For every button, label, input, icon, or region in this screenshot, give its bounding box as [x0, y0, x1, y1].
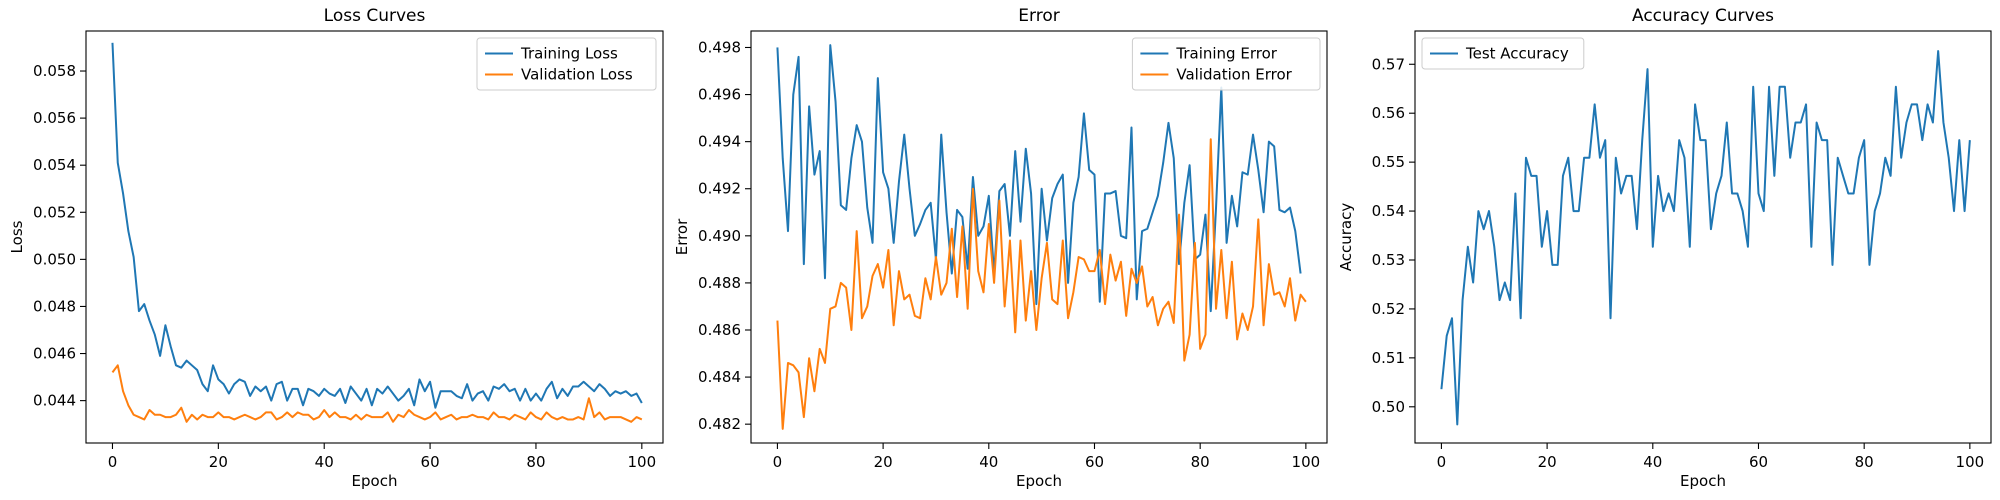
x-tick-label: 40: [1643, 453, 1662, 471]
y-tick-label: 0.498: [698, 38, 741, 56]
x-tick-label: 100: [628, 453, 657, 471]
chart-title: Error: [1018, 6, 1059, 26]
y-tick-label: 0.482: [698, 415, 741, 433]
y-tick-label: 0.052: [33, 203, 76, 221]
legend-label: Validation Loss: [521, 66, 633, 84]
y-tick-label: 0.484: [698, 368, 741, 386]
y-tick-label: 0.55: [1372, 153, 1405, 171]
legend-label: Test Accuracy: [1465, 45, 1569, 63]
y-tick-label: 0.54: [1372, 202, 1405, 220]
chart-panel-2: 0 20 40 60 80 100 0.482 0.484 0.486 0.488 0.490 0.4…: [673, 6, 1328, 490]
y-tick-label: 0.494: [698, 133, 741, 151]
x-tick-label: 20: [209, 453, 228, 471]
series-line-training-error: [776, 44, 1302, 313]
x-axis-label: Epoch: [352, 472, 398, 490]
x-axis-label: Epoch: [1016, 472, 1062, 490]
chart-title: Accuracy Curves: [1632, 6, 1774, 26]
y-tick-label: 0.492: [698, 180, 741, 198]
legend-box: [1131, 37, 1321, 91]
y-tick-label: 0.50: [1372, 398, 1405, 416]
y-tick-label: 0.57: [1372, 55, 1405, 73]
y-axis-label: Loss: [8, 220, 26, 253]
x-tick-label: 100: [1292, 453, 1321, 471]
y-tick-label: 0.046: [33, 345, 76, 363]
x-tick-label: 60: [1749, 453, 1768, 471]
chart-title: Loss Curves: [324, 6, 426, 26]
y-tick-label: 0.53: [1372, 251, 1405, 269]
series-line-validation-loss: [111, 364, 643, 423]
x-tick-label: 0: [773, 453, 783, 471]
x-tick-label: 80: [1855, 453, 1874, 471]
x-tick-label: 20: [1538, 453, 1557, 471]
y-tick-label: 0.488: [698, 274, 741, 292]
legend-label: Validation Error: [1176, 66, 1292, 84]
series-line-validation-error: [776, 138, 1307, 430]
y-tick-label: 0.050: [33, 250, 76, 268]
y-tick-label: 0.56: [1372, 104, 1405, 122]
x-tick-label: 100: [1956, 453, 1985, 471]
legend-label: Training Error: [1175, 45, 1277, 63]
y-axis-label: Error: [673, 218, 691, 255]
legend-box: [1421, 37, 1585, 70]
x-tick-label: 60: [421, 453, 440, 471]
y-axis-label: Accuracy: [1337, 203, 1355, 272]
x-tick-label: 0: [1437, 453, 1447, 471]
x-tick-label: 60: [1085, 453, 1104, 471]
x-tick-label: 20: [874, 453, 893, 471]
chart-panel-1: 0 20 40 60 80 100 0.044 0.046 0.048 0.050 0.052 0.0…: [8, 6, 664, 490]
x-tick-label: 80: [1191, 453, 1210, 471]
plot-frame: [750, 30, 1328, 444]
series-line-test-accuracy: [1440, 50, 1971, 426]
y-tick-label: 0.51: [1372, 349, 1405, 367]
legend: Training Loss Validation Loss: [476, 37, 657, 91]
legend: Training Error Validation Error: [1131, 37, 1321, 91]
legend-label: Training Loss: [520, 45, 618, 63]
legend: Test Accuracy: [1421, 37, 1585, 70]
legend-box: [476, 37, 657, 91]
x-tick-label: 80: [526, 453, 545, 471]
y-tick-label: 0.044: [33, 392, 76, 410]
y-tick-label: 0.056: [33, 109, 76, 127]
y-tick-label: 0.496: [698, 86, 741, 104]
x-tick-label: 40: [315, 453, 334, 471]
x-tick-label: 40: [979, 453, 998, 471]
chart-panel-3: 0 20 40 60 80 100 0.50 0.51 0.52 0.53 0.54 0.55 0.56…: [1337, 6, 1992, 490]
y-tick-label: 0.486: [698, 321, 741, 339]
series-line-training-loss: [111, 42, 643, 409]
plot-frame: [1414, 30, 1992, 444]
y-tick-label: 0.490: [698, 227, 741, 245]
y-tick-label: 0.054: [33, 156, 76, 174]
plot-frame: [85, 30, 664, 444]
x-axis-label: Epoch: [1680, 472, 1726, 490]
y-tick-label: 0.048: [33, 297, 76, 315]
y-tick-label: 0.058: [33, 62, 76, 80]
x-tick-label: 0: [108, 453, 118, 471]
y-tick-label: 0.52: [1372, 300, 1405, 318]
